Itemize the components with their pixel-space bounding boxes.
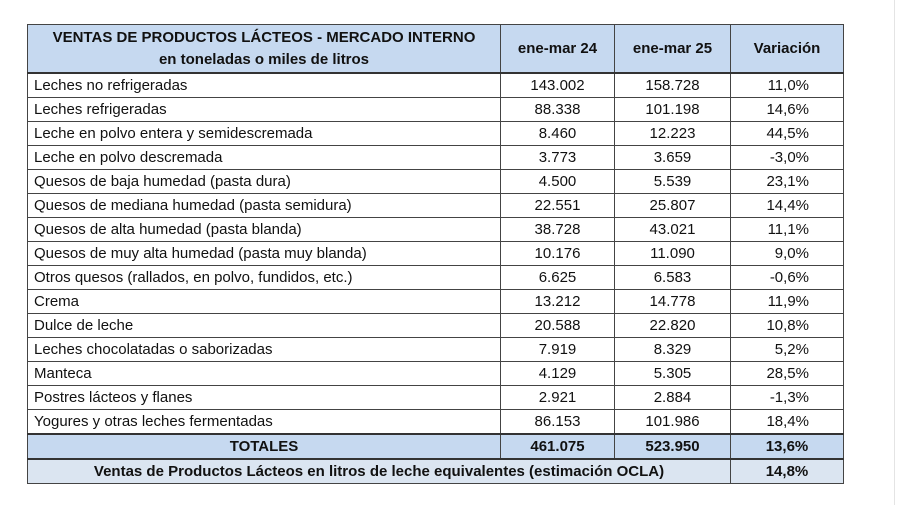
value-cell: 28,5% (730, 361, 844, 386)
data-row: Manteca 4.129 5.305 28,5% (27, 361, 844, 386)
data-row: Leches chocolatadas o saborizadas 7.919 8.… (27, 337, 844, 362)
value-cell: 3.773 (500, 145, 615, 170)
data-row: Quesos de alta humedad (pasta blanda) 38.… (27, 217, 844, 242)
value-cell: 25.807 (614, 193, 731, 218)
value-cell: 11.090 (614, 241, 731, 266)
value-cell: -1,3% (730, 385, 844, 410)
value-cell: 5,2% (730, 337, 844, 362)
value-cell: 101.198 (614, 97, 731, 122)
product-name: Quesos de muy alta humedad (pasta muy bl… (27, 241, 501, 266)
data-row: Crema 13.212 14.778 11,9% (27, 289, 844, 314)
value-cell: 10,8% (730, 313, 844, 338)
column-header: Variación (730, 24, 844, 74)
value-cell: 43.021 (614, 217, 731, 242)
value-cell: 11,9% (730, 289, 844, 314)
value-cell: 18,4% (730, 409, 844, 435)
product-name: Leches no refrigeradas (27, 72, 501, 98)
value-cell: 14,6% (730, 97, 844, 122)
value-cell: 2.884 (614, 385, 731, 410)
table-subtitle: en toneladas o miles de litros (158, 50, 370, 68)
table-body: VENTAS DE PRODUCTOS LÁCTEOS - MERCADO IN… (27, 24, 844, 484)
value-cell: 8.460 (500, 121, 615, 146)
value-cell: 2.921 (500, 385, 615, 410)
data-row: Leche en polvo entera y semidescremada 8.… (27, 121, 844, 146)
totals-row: TOTALES 461.075 523.950 13,6% (27, 433, 844, 460)
value-cell: 6.625 (500, 265, 615, 290)
product-name: Manteca (27, 361, 501, 386)
value-cell: 8.329 (614, 337, 731, 362)
product-name: Leche en polvo entera y semidescremada (27, 121, 501, 146)
column-header: ene-mar 25 (614, 24, 731, 74)
value-cell: 4.500 (500, 169, 615, 194)
footer-label: Ventas de Productos Lácteos en litros de… (27, 458, 731, 484)
value-cell: 101.986 (614, 409, 731, 435)
value-cell: 11,1% (730, 217, 844, 242)
value-cell: -3,0% (730, 145, 844, 170)
sales-table: VENTAS DE PRODUCTOS LÁCTEOS - MERCADO IN… (27, 24, 844, 484)
value-cell: 158.728 (614, 72, 731, 98)
product-name: Postres lácteos y flanes (27, 385, 501, 410)
product-name: Leches chocolatadas o saborizadas (27, 337, 501, 362)
value-cell: 14,4% (730, 193, 844, 218)
totals-value: 13,6% (730, 433, 844, 460)
footer-value: 14,8% (730, 458, 844, 484)
value-cell: 14.778 (614, 289, 731, 314)
product-name: Otros quesos (rallados, en polvo, fundid… (27, 265, 501, 290)
data-row: Yogures y otras leches fermentadas 86.153… (27, 409, 844, 435)
value-cell: 4.129 (500, 361, 615, 386)
product-name: Crema (27, 289, 501, 314)
data-row: Leche en polvo descremada 3.773 3.659 -3,0% (27, 145, 844, 170)
product-name: Quesos de alta humedad (pasta blanda) (27, 217, 501, 242)
value-cell: 13.212 (500, 289, 615, 314)
product-name: Quesos de mediana humedad (pasta semidur… (27, 193, 501, 218)
totals-value: 461.075 (500, 433, 615, 460)
product-name: Leches refrigeradas (27, 97, 501, 122)
data-row: Leches no refrigeradas 143.002 158.728 11,0… (27, 72, 844, 98)
value-cell: 88.338 (500, 97, 615, 122)
value-cell: 86.153 (500, 409, 615, 435)
product-name: Dulce de leche (27, 313, 501, 338)
data-row: Dulce de leche 20.588 22.820 10,8% (27, 313, 844, 338)
column-header: ene-mar 24 (500, 24, 615, 74)
value-cell: 11,0% (730, 72, 844, 98)
totals-value: 523.950 (614, 433, 731, 460)
value-cell: 22.551 (500, 193, 615, 218)
data-row: Otros quesos (rallados, en polvo, fundid… (27, 265, 844, 290)
value-cell: 23,1% (730, 169, 844, 194)
value-cell: 9,0% (730, 241, 844, 266)
value-cell: 38.728 (500, 217, 615, 242)
header-row: VENTAS DE PRODUCTOS LÁCTEOS - MERCADO IN… (27, 24, 844, 74)
value-cell: 6.583 (614, 265, 731, 290)
value-cell: -0,6% (730, 265, 844, 290)
value-cell: 44,5% (730, 121, 844, 146)
value-cell: 7.919 (500, 337, 615, 362)
value-cell: 5.539 (614, 169, 731, 194)
value-cell: 5.305 (614, 361, 731, 386)
value-cell: 12.223 (614, 121, 731, 146)
data-row: Postres lácteos y flanes 2.921 2.884 -1,3% (27, 385, 844, 410)
data-row: Quesos de baja humedad (pasta dura) 4.500… (27, 169, 844, 194)
value-cell: 20.588 (500, 313, 615, 338)
window-edge (894, 0, 895, 505)
product-name: Quesos de baja humedad (pasta dura) (27, 169, 501, 194)
footer-row: Ventas de Productos Lácteos en litros de… (27, 458, 844, 484)
value-cell: 143.002 (500, 72, 615, 98)
product-name: Yogures y otras leches fermentadas (27, 409, 501, 435)
value-cell: 10.176 (500, 241, 615, 266)
product-name: Leche en polvo descremada (27, 145, 501, 170)
value-cell: 22.820 (614, 313, 731, 338)
data-row: Quesos de mediana humedad (pasta semidur… (27, 193, 844, 218)
data-row: Leches refrigeradas 88.338 101.198 14,6% (27, 97, 844, 122)
value-cell: 3.659 (614, 145, 731, 170)
totals-label: TOTALES (27, 433, 501, 460)
header-title-cell: VENTAS DE PRODUCTOS LÁCTEOS - MERCADO IN… (27, 24, 501, 74)
data-row: Quesos de muy alta humedad (pasta muy bl… (27, 241, 844, 266)
table-title: VENTAS DE PRODUCTOS LÁCTEOS - MERCADO IN… (52, 28, 476, 46)
